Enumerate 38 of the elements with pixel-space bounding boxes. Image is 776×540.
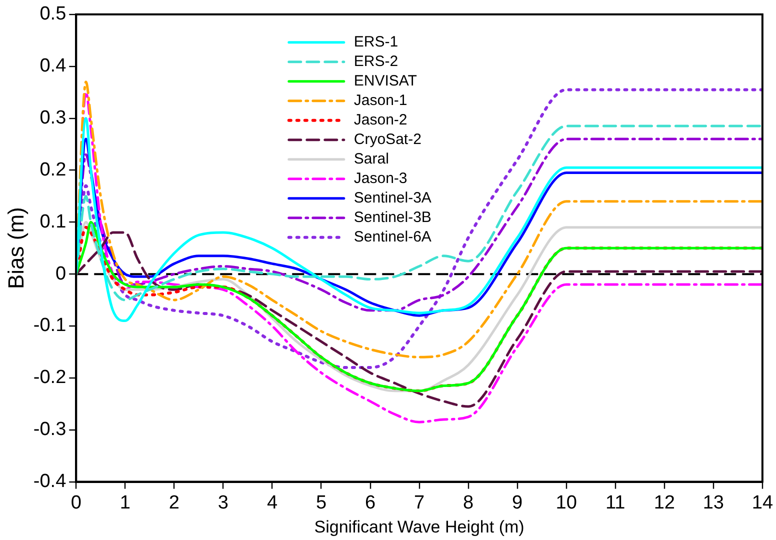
legend-label: Jason-3 [354, 170, 408, 188]
legend-label: Saral [354, 150, 389, 168]
x-tick-label: 1 [120, 492, 130, 514]
y-tick-label: -0.3 [33, 419, 66, 440]
legend-label: Jason-1 [354, 92, 408, 110]
x-tick-label: 6 [364, 492, 376, 514]
y-tick-label: 0.5 [40, 4, 66, 25]
legend-label: Sentinel-6A [354, 228, 432, 246]
legend-label: Jason-2 [354, 112, 408, 129]
x-tick-label: 9 [512, 492, 523, 514]
legend-label: ERS-1 [354, 34, 398, 51]
x-tick-label: 11 [606, 492, 626, 514]
x-tick-label: 5 [316, 492, 327, 514]
x-tick-label: 14 [752, 492, 774, 514]
y-tick-label: 0.2 [40, 159, 66, 180]
x-tick-label: 0 [70, 492, 82, 514]
x-tick-label: 10 [556, 492, 577, 514]
x-tick-label: 13 [702, 492, 724, 514]
x-tick-label: 2 [168, 492, 180, 514]
x-tick-label: 7 [414, 492, 425, 514]
legend-label: ERS-2 [354, 53, 398, 70]
x-tick-label: 8 [463, 492, 474, 514]
y-tick-label: -0.2 [33, 367, 66, 388]
y-axis-title: Bias (m) [3, 207, 28, 290]
x-tick-label: 12 [654, 492, 675, 514]
y-tick-label: 0.1 [40, 211, 66, 232]
y-tick-label: 0 [56, 263, 66, 284]
y-tick-label: -0.4 [33, 471, 67, 492]
y-tick-label: 0.3 [40, 108, 66, 128]
legend-label: Sentinel-3A [354, 190, 432, 207]
x-tick-label: 4 [266, 492, 278, 514]
x-tick-label: 3 [218, 492, 228, 514]
y-tick-label: -0.1 [33, 315, 66, 336]
legend-label: Sentinel-3B [354, 209, 432, 226]
legend-label: CryoSat-2 [354, 131, 422, 148]
y-tick-label: 0.4 [40, 56, 67, 77]
legend-label: ENVISAT [354, 72, 417, 90]
x-axis-title: Significant Wave Height (m) [314, 517, 524, 536]
